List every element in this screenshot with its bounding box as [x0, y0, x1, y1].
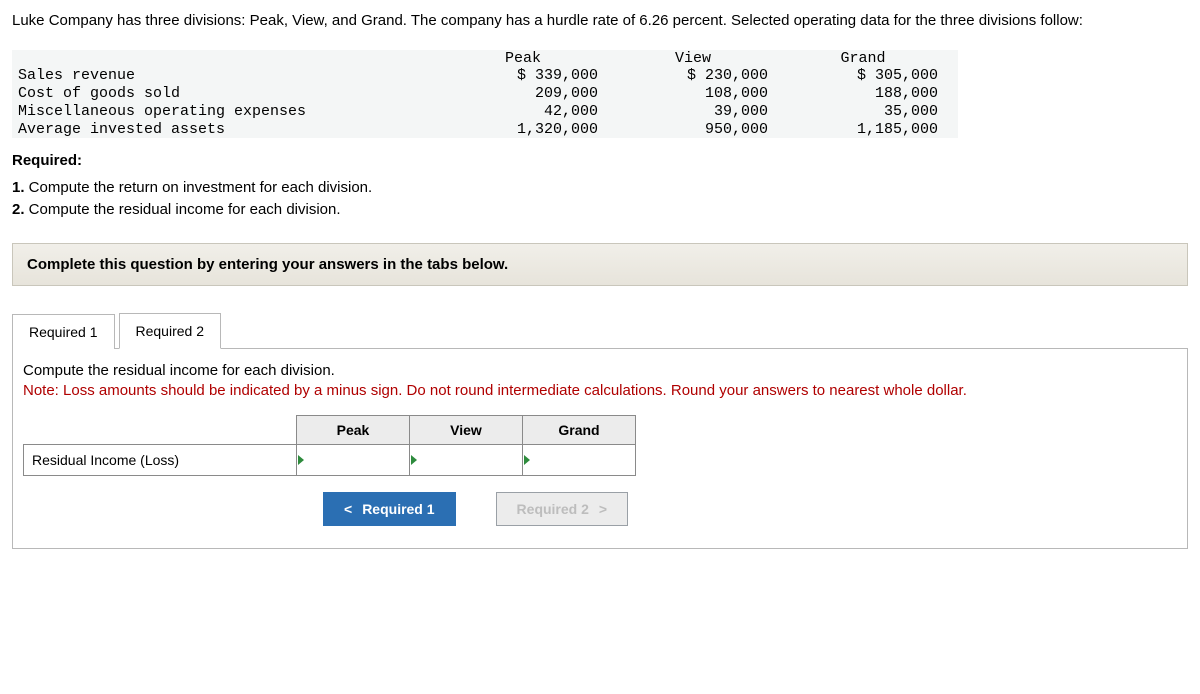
table-corner [12, 50, 448, 68]
chevron-right-icon: > [599, 501, 607, 517]
residual-income-view-input[interactable] [410, 445, 523, 476]
answer-panel: Compute the residual income for each div… [12, 348, 1188, 550]
required-list: 1. Compute the return on investment for … [12, 177, 1188, 221]
problem-intro: Luke Company has three divisions: Peak, … [12, 10, 1188, 32]
cell: 1,185,000 [788, 121, 958, 139]
row-label: Sales revenue [12, 67, 448, 85]
list-item: 2. Compute the residual income for each … [12, 199, 1188, 221]
panel-line1: Compute the residual income for each div… [23, 362, 335, 379]
next-required-button[interactable]: Required 2 > [496, 492, 629, 526]
operating-data-table: Peak View Grand Sales revenue $ 339,000 … [12, 50, 958, 138]
answer-row-label: Residual Income (Loss) [24, 445, 297, 476]
row-label: Average invested assets [12, 121, 448, 139]
cell: 1,320,000 [448, 121, 618, 139]
cell: $ 230,000 [618, 67, 788, 85]
item-text: Compute the residual income for each div… [25, 201, 341, 218]
panel-note: Note: Loss amounts should be indicated b… [23, 382, 967, 399]
cell: 35,000 [788, 103, 958, 121]
table-row: Sales revenue $ 339,000 $ 230,000 $ 305,… [12, 67, 958, 85]
next-label: Required 2 [517, 501, 589, 517]
prev-required-button[interactable]: < Required 1 [323, 492, 456, 526]
col-header-peak: Peak [448, 50, 618, 68]
cell: 950,000 [618, 121, 788, 139]
item-number: 1. [12, 179, 25, 196]
input-marker-icon [524, 455, 530, 465]
row-label: Cost of goods sold [12, 85, 448, 103]
row-label: Miscellaneous operating expenses [12, 103, 448, 121]
input-marker-icon [411, 455, 417, 465]
cell: 209,000 [448, 85, 618, 103]
table-row: Cost of goods sold 209,000 108,000 188,0… [12, 85, 958, 103]
panel-instructions: Compute the residual income for each div… [23, 361, 1177, 402]
cell: 42,000 [448, 103, 618, 121]
table-row: Average invested assets 1,320,000 950,00… [12, 121, 958, 139]
answer-col-grand: Grand [523, 416, 636, 445]
required-heading: Required: [12, 152, 1188, 169]
answer-col-view: View [410, 416, 523, 445]
cell: 188,000 [788, 85, 958, 103]
instruction-bar: Complete this question by entering your … [12, 243, 1188, 286]
tab-required-2[interactable]: Required 2 [119, 313, 222, 349]
cell: 39,000 [618, 103, 788, 121]
residual-income-peak-input[interactable] [297, 445, 410, 476]
cell: $ 339,000 [448, 67, 618, 85]
item-number: 2. [12, 201, 25, 218]
cell: 108,000 [618, 85, 788, 103]
list-item: 1. Compute the return on investment for … [12, 177, 1188, 199]
tabs: Required 1 Required 2 [12, 312, 1188, 348]
tab-required-1[interactable]: Required 1 [12, 314, 115, 349]
cell: $ 305,000 [788, 67, 958, 85]
chevron-left-icon: < [344, 501, 352, 517]
table-row: Miscellaneous operating expenses 42,000 … [12, 103, 958, 121]
prev-label: Required 1 [362, 501, 434, 517]
col-header-view: View [618, 50, 788, 68]
nav-buttons: < Required 1 Required 2 > [323, 492, 1177, 526]
answer-col-peak: Peak [297, 416, 410, 445]
residual-income-grand-input[interactable] [523, 445, 636, 476]
answer-row: Residual Income (Loss) [24, 445, 636, 476]
answer-table: Peak View Grand Residual Income (Loss) [23, 415, 636, 476]
item-text: Compute the return on investment for eac… [25, 179, 373, 196]
col-header-grand: Grand [788, 50, 958, 68]
answer-corner [24, 416, 297, 445]
input-marker-icon [298, 455, 304, 465]
